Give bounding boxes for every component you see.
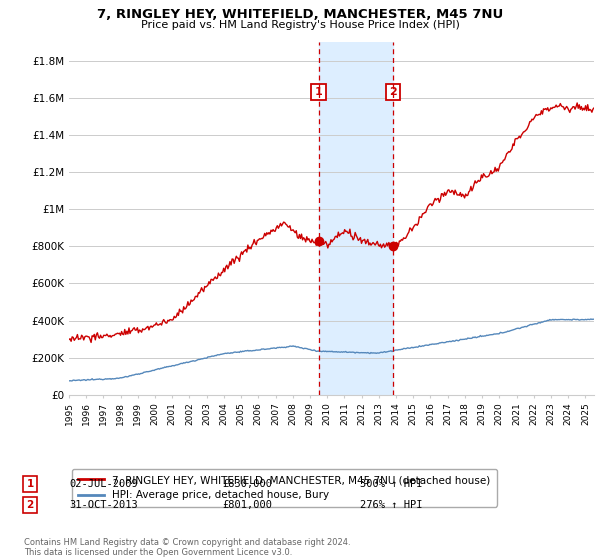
Text: 2: 2: [389, 87, 397, 97]
Text: 276% ↑ HPI: 276% ↑ HPI: [360, 500, 422, 510]
Legend: 7, RINGLEY HEY, WHITEFIELD, MANCHESTER, M45 7NU (detached house), HPI: Average p: 7, RINGLEY HEY, WHITEFIELD, MANCHESTER, …: [71, 469, 497, 506]
Bar: [319, 42, 393, 395]
Text: 1: 1: [315, 87, 322, 97]
Text: £830,000: £830,000: [222, 479, 272, 489]
Text: 7, RINGLEY HEY, WHITEFIELD, MANCHESTER, M45 7NU: 7, RINGLEY HEY, WHITEFIELD, MANCHESTER, …: [97, 8, 503, 21]
Text: 2: 2: [26, 500, 34, 510]
Text: 31-OCT-2013: 31-OCT-2013: [69, 500, 138, 510]
Text: 1: 1: [26, 479, 34, 489]
Text: 300% ↑ HPI: 300% ↑ HPI: [360, 479, 422, 489]
Text: £801,000: £801,000: [222, 500, 272, 510]
Text: Contains HM Land Registry data © Crown copyright and database right 2024.
This d: Contains HM Land Registry data © Crown c…: [24, 538, 350, 557]
Text: 02-JUL-2009: 02-JUL-2009: [69, 479, 138, 489]
Text: Price paid vs. HM Land Registry's House Price Index (HPI): Price paid vs. HM Land Registry's House …: [140, 20, 460, 30]
